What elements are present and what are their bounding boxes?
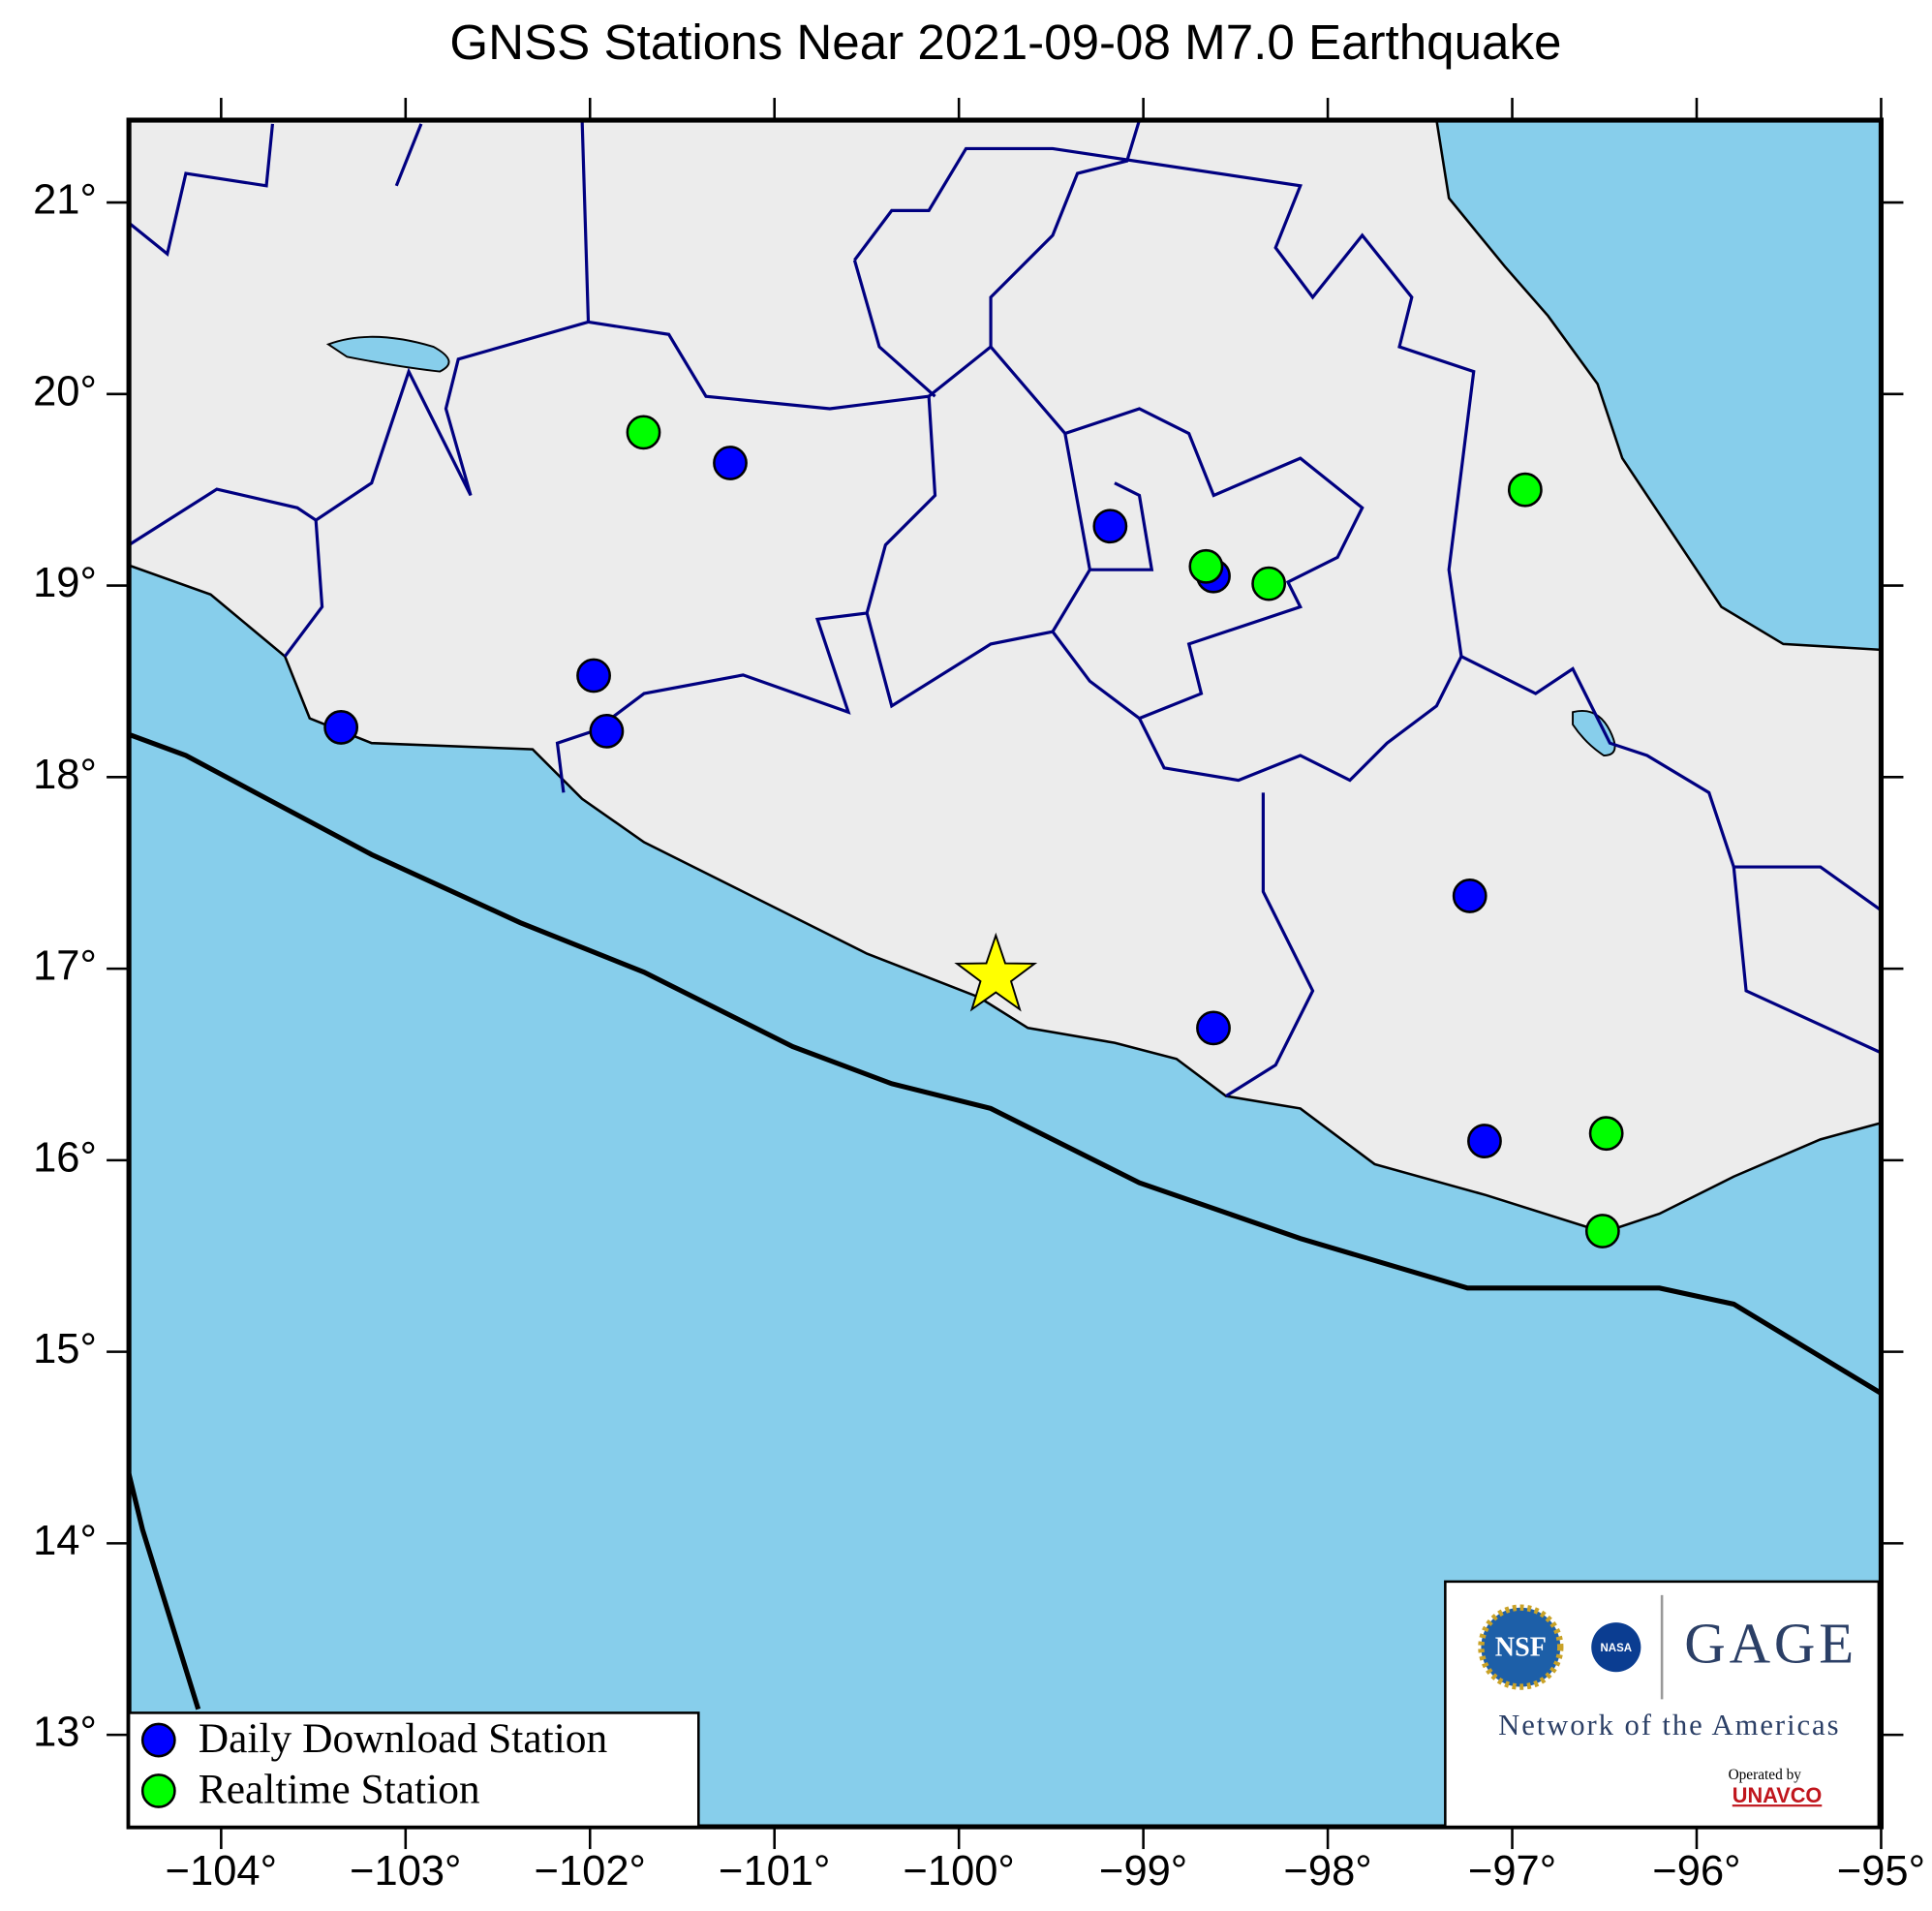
station: [1188, 548, 1224, 584]
y-tick-label: 15°: [33, 1326, 97, 1372]
map-body: [129, 120, 1882, 1828]
network-text: Network of the Americas: [1498, 1709, 1840, 1741]
x-tick-label: −104°: [166, 1848, 277, 1895]
marks: [323, 415, 1624, 1248]
y-tick-label: 16°: [33, 1134, 97, 1181]
y-tick-label: 18°: [33, 752, 97, 798]
trench: [129, 731, 1882, 1396]
gage-text: GAGE: [1684, 1613, 1857, 1676]
station: [1467, 1124, 1502, 1158]
operated-text: Operated by: [1729, 1767, 1802, 1783]
land: [129, 120, 1882, 1234]
y-tick-label: 14°: [33, 1518, 97, 1564]
station: [1452, 878, 1487, 913]
trench: [129, 1473, 201, 1711]
state-borders: [129, 120, 1882, 1097]
station: [589, 713, 625, 749]
nsf-text: NSF: [1495, 1633, 1547, 1663]
logo: NSF NASA GAGE Network of the Americas Op…: [1444, 1580, 1881, 1829]
nasa-text: NASA: [1601, 1643, 1633, 1654]
x-tick-label: −97°: [1468, 1848, 1556, 1895]
x-tick-label: −99°: [1099, 1848, 1187, 1895]
station: [1584, 1214, 1620, 1248]
station: [323, 710, 359, 745]
legend-swatch: [140, 1773, 176, 1808]
unavco-text: UNAVCO: [1733, 1783, 1823, 1807]
legend-label: Realtime Station: [199, 1766, 480, 1812]
x-tick-label: −102°: [535, 1848, 646, 1895]
y-tick-label: 17°: [33, 943, 97, 990]
station: [1196, 1010, 1231, 1046]
map-title: GNSS Stations Near 2021-09-08 M7.0 Earth…: [449, 15, 1561, 70]
x-tick-label: −100°: [904, 1848, 1015, 1895]
x-tick-label: −103°: [350, 1848, 461, 1895]
legend-label: Daily Download Station: [199, 1715, 608, 1762]
nsf-logo: [1478, 1604, 1564, 1690]
x-tick-label: −95°: [1837, 1848, 1925, 1895]
legend-box: [127, 1711, 700, 1829]
station: [713, 446, 748, 480]
station: [576, 658, 611, 694]
station: [626, 415, 661, 450]
ticks: −104° −103° −102° −101° −100° −99° −98° −97° −96…: [33, 98, 1925, 1895]
station: [1092, 509, 1128, 544]
legend-swatch: [140, 1722, 176, 1758]
frame: [126, 117, 1885, 1830]
y-tick-label: 21°: [33, 177, 97, 224]
station: [1251, 566, 1287, 601]
y-tick-label: 13°: [33, 1710, 97, 1756]
epicenter: [954, 932, 1038, 1012]
y-tick-label: 20°: [33, 368, 97, 415]
y-tick-label: 19°: [33, 560, 97, 606]
lake: [325, 335, 450, 373]
x-tick-label: −101°: [719, 1848, 830, 1895]
x-tick-label: −96°: [1652, 1848, 1740, 1895]
station: [1588, 1116, 1624, 1152]
x-tick-label: −98°: [1284, 1848, 1372, 1895]
nasa-logo: [1591, 1622, 1641, 1673]
station: [1507, 472, 1543, 508]
